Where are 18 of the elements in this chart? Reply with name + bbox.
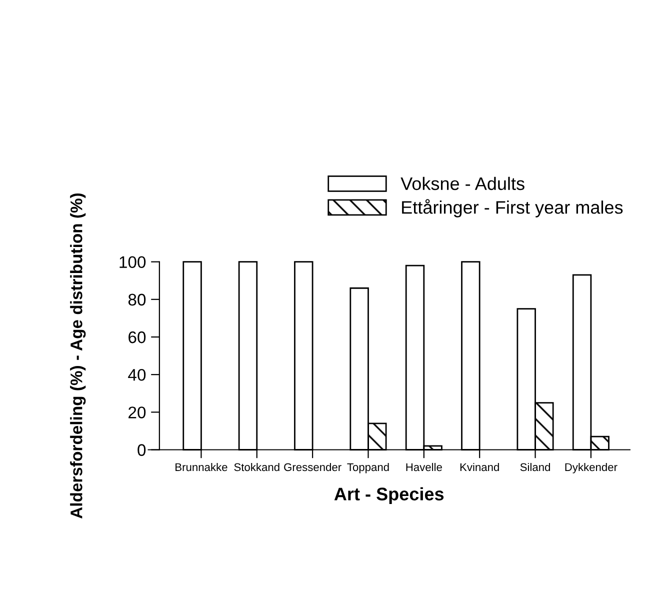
x-tick-label: Toppand bbox=[347, 462, 389, 474]
y-tick-label: 20 bbox=[128, 406, 146, 418]
x-tick-label: Havelle bbox=[406, 462, 442, 472]
x-tick-label: Gressender bbox=[284, 462, 342, 472]
y-tick-label: 0 bbox=[138, 444, 146, 456]
x-tick-label: Stokkand bbox=[234, 462, 280, 472]
legend-label: Ettåringer - First year males bbox=[402, 199, 623, 218]
x-tick-label: Kvinand bbox=[460, 462, 499, 472]
y-tick-label: 40 bbox=[128, 368, 146, 381]
x-tick-label: Brunnakke bbox=[176, 462, 228, 472]
y-axis-title: Aldersfordeling (%) - Age distribution (%) bbox=[70, 193, 86, 518]
y-tick-label: 60 bbox=[128, 331, 146, 344]
y-tick-label: 100 bbox=[120, 256, 146, 268]
x-tick-label: Dykkender bbox=[565, 462, 618, 474]
y-tick-label: 80 bbox=[128, 294, 146, 306]
x-axis-title: Art - Species bbox=[334, 487, 444, 504]
x-tick-label: Siland bbox=[520, 462, 550, 472]
legend-label: Voksne - Adults bbox=[400, 176, 524, 190]
